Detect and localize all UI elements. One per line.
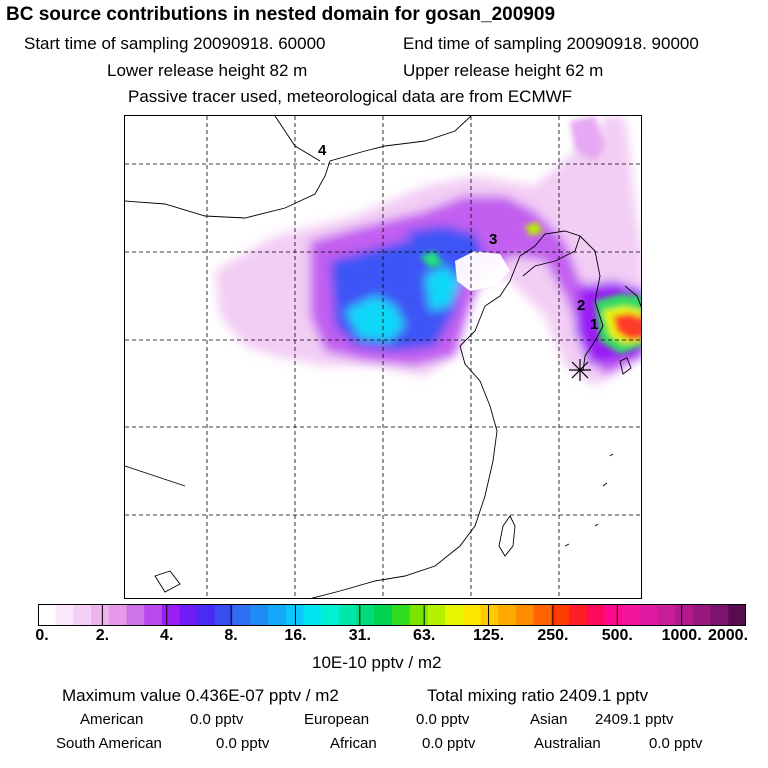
- marker-4: 4: [318, 142, 327, 159]
- source-south-american-value: 0.0 pptv: [216, 735, 270, 752]
- colorbar-units: 10E-10 pptv / m2: [312, 653, 442, 672]
- map-panel: 1 2 3 4: [124, 115, 642, 599]
- total-mixing-ratio: Total mixing ratio 2409.1 pptv: [427, 686, 649, 705]
- marker-1: 1: [590, 316, 598, 333]
- colorbar-cell: [427, 604, 446, 626]
- graticule: [125, 116, 641, 598]
- colorbar-cell: [215, 604, 234, 626]
- colorbar-cell: [657, 604, 676, 626]
- plume-far-north: [570, 116, 605, 161]
- colorbar-cell: [338, 604, 358, 626]
- colorbar-tick-label: 2.: [95, 627, 110, 644]
- colorbar-cell: [374, 604, 393, 626]
- colorbar-cell: [285, 604, 305, 626]
- source-australian-name: Australian: [534, 735, 601, 752]
- colorbar-tick-label: 63.: [413, 627, 436, 644]
- colorbar-tick-label: 8.: [224, 627, 238, 644]
- colorbar-cell: [197, 604, 216, 626]
- source-american-name: American: [80, 711, 144, 728]
- maximum-value: Maximum value 0.436E-07 pptv / m2: [62, 686, 339, 705]
- concentration-field: [215, 116, 641, 386]
- source-australian-value: 0.0 pptv: [649, 735, 703, 752]
- tracer-note: Passive tracer used, meteorological data…: [128, 87, 573, 106]
- colorbar-tick-label: 31.: [348, 627, 371, 644]
- source-markers: 1 2 3 4: [318, 142, 598, 333]
- plume-cyan-2: [425, 266, 460, 311]
- upper-release-height: Upper release height 62 m: [403, 61, 604, 80]
- colorbar: [38, 604, 746, 626]
- plume-korea-red: [613, 313, 641, 340]
- bohai-clear-area: [455, 251, 510, 291]
- korea-east-coast: [624, 285, 641, 308]
- ryukyu-islands: [564, 453, 614, 547]
- colorbar-tick-label: 16.: [284, 627, 307, 644]
- colorbar-cell: [321, 604, 340, 626]
- colorbar-tick-label: 0.: [35, 627, 49, 644]
- sampling-start: Start time of sampling 20090918. 60000: [24, 34, 326, 53]
- source-asian-value: 2409.1 pptv: [595, 711, 674, 728]
- colorbar-cell: [250, 604, 269, 626]
- colorbar-cell: [728, 604, 746, 626]
- colorbar-cell: [91, 604, 110, 626]
- colorbar-cell: [604, 604, 623, 626]
- colorbar-cell: [179, 604, 198, 626]
- colorbar-cell: [710, 604, 729, 626]
- colorbar-tick-label: 250.: [537, 627, 569, 644]
- colorbar-cell: [480, 604, 499, 626]
- taiwan: [498, 515, 516, 557]
- colorbar-tick-label: 1000.: [661, 627, 702, 644]
- border-north: [125, 116, 472, 219]
- colorbar-cell: [675, 604, 694, 626]
- lower-release-height: Lower release height 82 m: [107, 61, 308, 80]
- plume-cyan: [345, 296, 405, 341]
- page-title: BC source contributions in nested domain…: [6, 4, 556, 25]
- colorbar-cell: [515, 604, 535, 626]
- source-african-name: African: [330, 735, 377, 752]
- colorbar-cell: [569, 604, 588, 626]
- colorbar-cell: [108, 604, 128, 626]
- colorbar-cell: [622, 604, 641, 626]
- colorbar-tick-label: 500.: [601, 627, 633, 644]
- colorbar-cell: [268, 604, 287, 626]
- japan-island: [619, 357, 632, 375]
- source-european-value: 0.0 pptv: [416, 711, 470, 728]
- source-south-american-name: South American: [56, 735, 162, 752]
- colorbar-cell: [55, 604, 74, 626]
- colorbar-cell: [639, 604, 659, 626]
- source-asian-name: Asian: [530, 711, 568, 728]
- colorbar-cell: [303, 604, 322, 626]
- colorbar-cell: [462, 604, 482, 626]
- colorbar-cell: [38, 604, 57, 626]
- colorbar-cell: [356, 604, 375, 626]
- plume-yellow-north: [525, 222, 543, 236]
- colorbar-tick-label: 2000.: [707, 627, 749, 644]
- sampling-end: End time of sampling 20090918. 90000: [403, 34, 699, 53]
- colorbar-cell: [445, 604, 464, 626]
- source-american-value: 0.0 pptv: [190, 711, 244, 728]
- colorbar-cell: [692, 604, 712, 626]
- colorbar-cell: [232, 604, 251, 626]
- colorbar-cell: [498, 604, 517, 626]
- plume-green-spot: [420, 251, 443, 268]
- source-african-value: 0.0 pptv: [422, 735, 476, 752]
- colorbar-tick-label: 125.: [472, 627, 505, 644]
- source-european-name: European: [304, 711, 370, 728]
- colorbar-cell: [409, 604, 428, 626]
- receptor-star-icon: [569, 359, 591, 381]
- marker-2: 2: [577, 297, 585, 314]
- colorbar-cell: [533, 604, 552, 626]
- colorbar-cell: [161, 604, 181, 626]
- colorbar-cell: [73, 604, 92, 626]
- korea-coast: [579, 235, 604, 372]
- colorbar-cell: [586, 604, 605, 626]
- colorbar-tick-label: 4.: [160, 627, 174, 644]
- colorbar-cell: [392, 604, 411, 626]
- coast-china: [310, 255, 521, 598]
- colorbar-cell: [144, 604, 163, 626]
- colorbar-cell: [551, 604, 570, 626]
- map-canvas: 1 2 3 4: [125, 116, 641, 598]
- marker-3: 3: [489, 231, 497, 248]
- hainan: [154, 570, 181, 593]
- colorbar-cell: [126, 604, 145, 626]
